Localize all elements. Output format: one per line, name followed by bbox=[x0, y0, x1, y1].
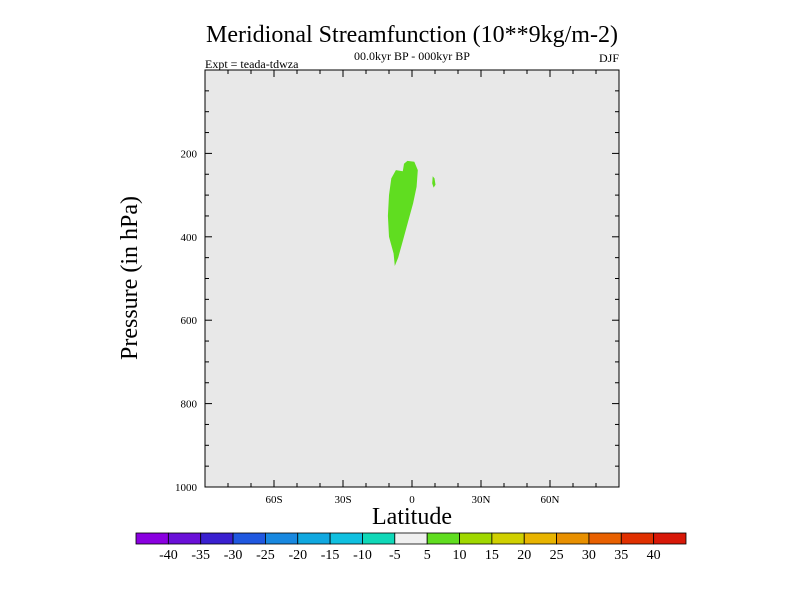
y-tick-label: 800 bbox=[181, 399, 198, 411]
axis-ticks: 60S 30S 0 30N 60N 200 400 600 800 1000 bbox=[175, 70, 619, 506]
colorbar-label: 20 bbox=[517, 548, 531, 563]
colorbar-label: -20 bbox=[288, 548, 307, 563]
colorbar-swatch bbox=[200, 532, 234, 545]
x-tick-label: 30S bbox=[334, 494, 351, 506]
colorbar-label: 25 bbox=[550, 548, 564, 563]
colorbar-swatch bbox=[135, 532, 169, 545]
colorbar-swatch bbox=[265, 532, 299, 545]
chart-title: Meridional Streamfunction (10**9kg/m-2) bbox=[206, 22, 618, 48]
colorbar-swatch bbox=[329, 532, 363, 545]
colorbar-swatch bbox=[653, 532, 687, 545]
colorbar-label: -40 bbox=[159, 548, 178, 563]
colorbar-label: 10 bbox=[453, 548, 467, 563]
colorbar-label: -30 bbox=[224, 548, 243, 563]
x-tick-label: 60S bbox=[265, 494, 282, 506]
y-tick-label: 1000 bbox=[175, 482, 198, 494]
colorbar-label: -10 bbox=[353, 548, 372, 563]
colorbar-label: -5 bbox=[389, 548, 401, 563]
colorbar-swatch bbox=[297, 532, 331, 545]
y-axis-label: Pressure (in hPa) bbox=[117, 196, 143, 360]
colorbar-label: -15 bbox=[321, 548, 340, 563]
colorbar-swatch bbox=[588, 532, 622, 545]
colorbar-swatch bbox=[232, 532, 266, 545]
colorbar-label: -25 bbox=[256, 548, 275, 563]
y-tick-label: 200 bbox=[181, 148, 198, 160]
chart-subtitle-season: DJF bbox=[599, 51, 619, 65]
x-tick-label: 30N bbox=[472, 494, 491, 506]
colorbar-swatch bbox=[459, 532, 493, 545]
colorbar: -40 -35 -30 -25 -20 -15 -10 -5 5 10 15 20 25 30 35 40 bbox=[135, 532, 687, 563]
x-tick-label: 0 bbox=[409, 494, 415, 506]
colorbar-swatch bbox=[556, 532, 590, 545]
chart-subtitle-period: 00.0kyr BP - 000kyr BP bbox=[354, 49, 470, 63]
colorbar-swatch bbox=[491, 532, 525, 545]
colorbar-label: 40 bbox=[647, 548, 661, 563]
colorbar-swatch bbox=[362, 532, 396, 545]
colorbar-swatch bbox=[426, 532, 460, 545]
colorbar-label: 35 bbox=[614, 548, 628, 563]
colorbar-label: 15 bbox=[485, 548, 499, 563]
chart-subtitle-experiment: Expt = teada-tdwza bbox=[205, 57, 299, 71]
colorbar-label: 30 bbox=[582, 548, 596, 563]
colorbar-swatch bbox=[523, 532, 557, 545]
colorbar-label: 5 bbox=[424, 548, 431, 563]
x-axis-label: Latitude bbox=[372, 504, 452, 530]
x-tick-label: 60N bbox=[541, 494, 560, 506]
small-positive-cell bbox=[432, 176, 436, 188]
colorbar-label: -35 bbox=[191, 548, 210, 563]
colorbar-swatch bbox=[620, 532, 655, 545]
main-positive-cell bbox=[387, 160, 418, 266]
y-tick-label: 600 bbox=[181, 315, 198, 327]
contour-fill-layer bbox=[387, 160, 436, 266]
colorbar-swatch bbox=[167, 532, 202, 545]
plot-area bbox=[205, 70, 619, 487]
y-tick-label: 400 bbox=[181, 232, 198, 244]
colorbar-swatch bbox=[394, 532, 428, 545]
